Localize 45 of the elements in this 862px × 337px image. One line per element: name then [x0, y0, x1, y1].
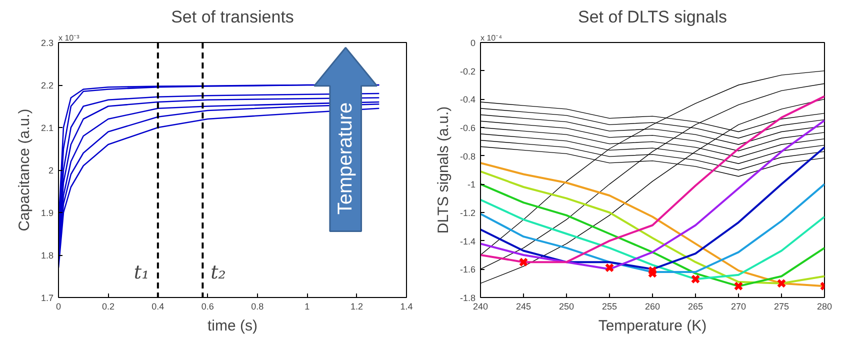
x-tick-label: 1.2 — [350, 302, 364, 312]
x-tick-label: 245 — [516, 302, 532, 312]
x-tick-label: 240 — [472, 302, 488, 312]
y-axis-title: Capacitance (a.u.) — [16, 108, 33, 232]
y-tick-label: 2.1 — [40, 123, 54, 133]
y-tick-label: 1.8 — [40, 250, 54, 260]
annotation: Temperature — [334, 102, 357, 215]
annotation: x 10⁻⁴ — [480, 34, 503, 42]
ref-line-label: t₂ — [210, 262, 226, 284]
x-tick-label: 0.4 — [152, 302, 164, 312]
x-tick-label: 280 — [816, 302, 832, 312]
x-tick-label: 1 — [304, 302, 310, 312]
chart-title: Set of transients — [171, 8, 294, 26]
y-tick-label: 2.3 — [40, 38, 54, 48]
y-tick-label: -1.8 — [460, 293, 476, 303]
x-tick-label: 255 — [602, 302, 618, 312]
x-tick-label: 260 — [644, 302, 660, 312]
x-tick-label: 0.8 — [251, 302, 264, 312]
x-axis-title: Temperature (K) — [598, 318, 707, 334]
x-tick-label: 275 — [774, 302, 790, 312]
y-axis-title: DLTS signals (a.u.) — [434, 106, 452, 234]
y-tick-label: 2 — [48, 166, 54, 176]
y-tick-label: 0 — [470, 38, 476, 48]
text: x 10⁻³ — [58, 34, 80, 42]
y-tick-label: -0.6 — [460, 123, 476, 133]
x-tick-label: 0.6 — [201, 302, 214, 312]
y-tick-label: 1.9 — [40, 208, 54, 218]
y-tick-label: -0.4 — [460, 94, 476, 105]
x-tick-label: 0.2 — [102, 302, 114, 312]
y-tick-label: 1.7 — [40, 293, 54, 303]
ref-line-label: t₁ — [134, 262, 150, 284]
x-tick-label: 265 — [688, 302, 704, 312]
x-tick-label: 250 — [558, 302, 574, 312]
y-tick-label: -1.2 — [460, 208, 476, 218]
x-tick-label: 1.4 — [400, 302, 413, 312]
y-tick-label: -1.4 — [460, 236, 476, 246]
y-tick-label: -0.8 — [460, 151, 476, 162]
x-axis-title: time (s) — [208, 318, 258, 334]
y-tick-label: 2.2 — [40, 80, 54, 90]
x-tick-label: 270 — [730, 302, 746, 312]
chart-title: Set of DLTS signals — [578, 8, 727, 26]
y-tick-label: -1 — [468, 180, 476, 190]
y-tick-label: -0.2 — [460, 66, 476, 76]
y-tick-label: -1.6 — [460, 264, 476, 275]
x-tick-label: 0 — [56, 302, 62, 312]
